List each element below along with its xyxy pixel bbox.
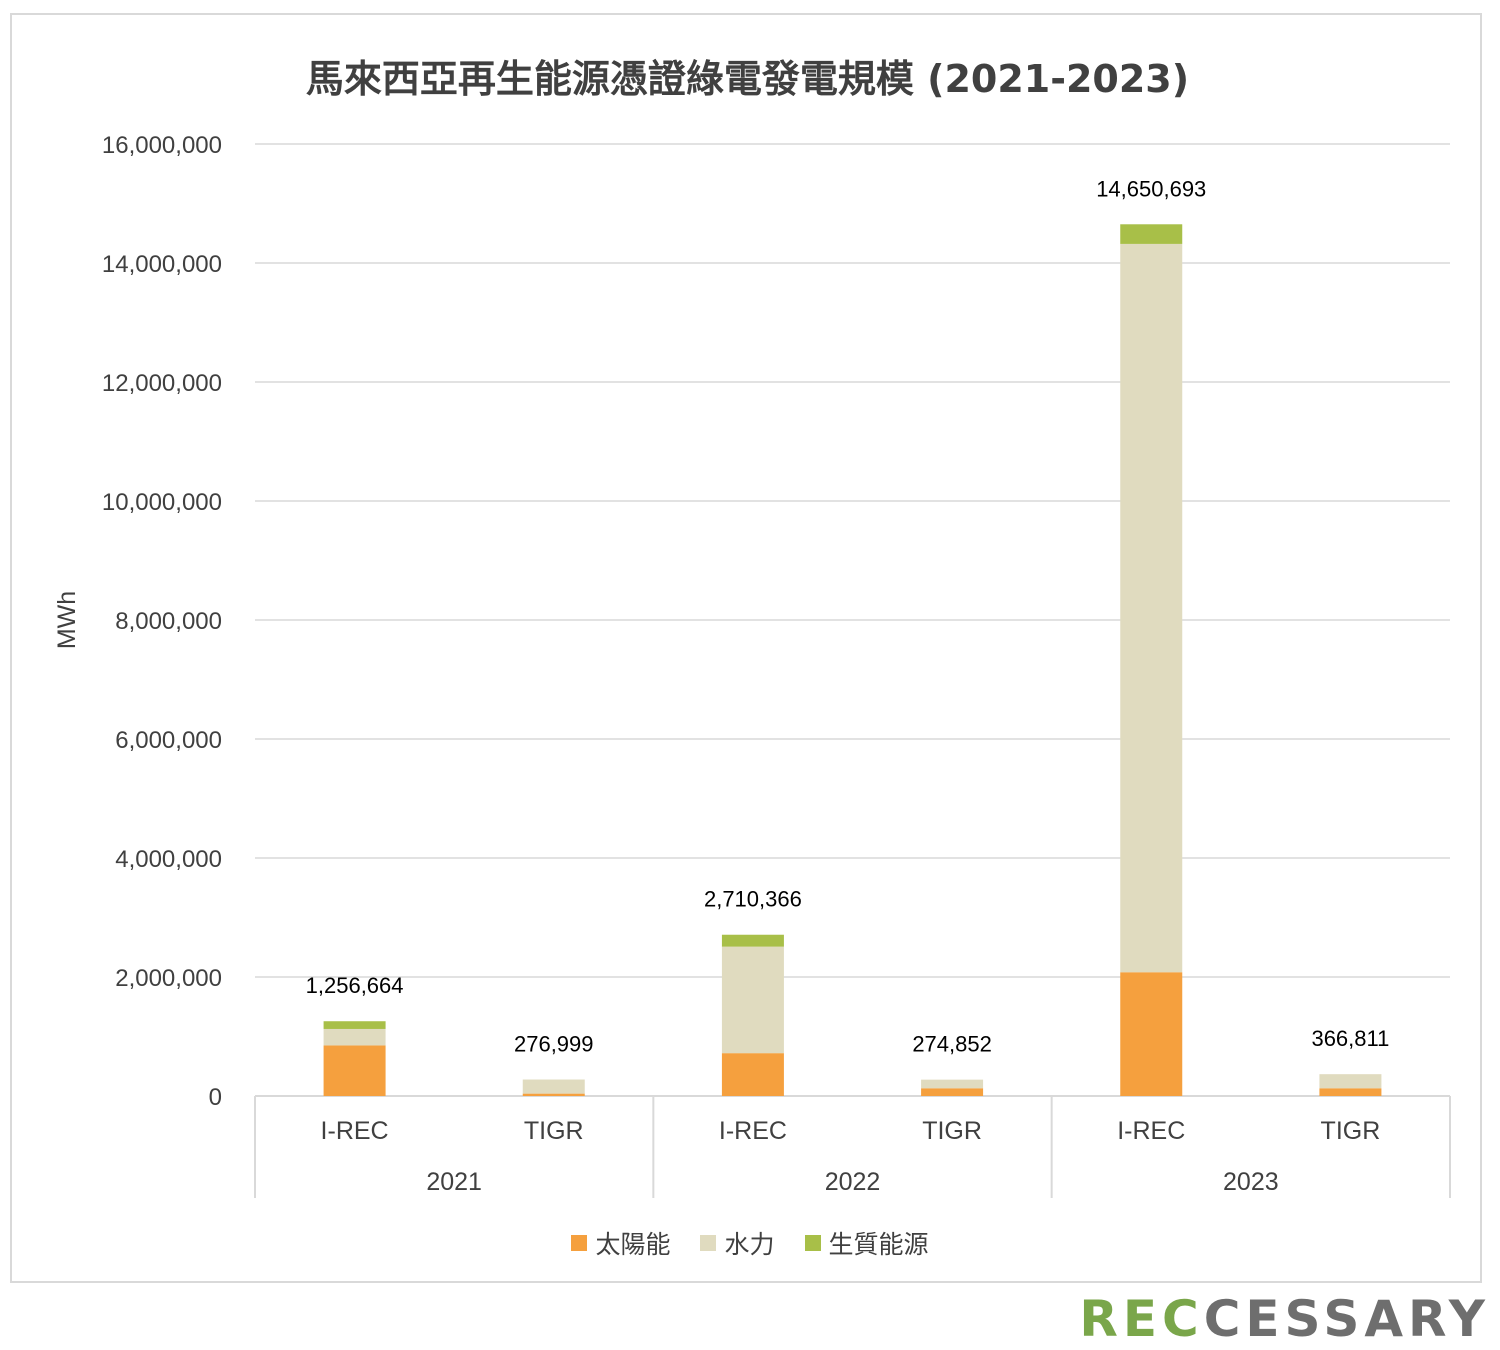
y-tick-label: 0 bbox=[209, 1084, 222, 1111]
x-category-label: I-REC bbox=[321, 1117, 389, 1145]
bar-segment bbox=[721, 946, 784, 1054]
legend: 太陽能 水力 生質能源 bbox=[0, 1225, 1500, 1261]
bar-segment bbox=[323, 1028, 386, 1046]
y-tick-label: 4,000,000 bbox=[115, 846, 222, 873]
x-group-label: 2023 bbox=[1223, 1168, 1279, 1196]
legend-swatch bbox=[700, 1235, 717, 1251]
chart-title: 馬來西亞再生能源憑證綠電發電規模 (2021-2023) bbox=[305, 57, 1190, 101]
brand-logo-part2: CESSARY bbox=[1203, 1290, 1490, 1348]
bar-segment bbox=[1319, 1074, 1382, 1089]
brand-logo: RECCESSARY bbox=[1079, 1290, 1490, 1348]
bar-segment bbox=[921, 1088, 984, 1096]
bar-segment bbox=[522, 1093, 585, 1096]
x-group-label: 2022 bbox=[825, 1168, 881, 1196]
bar-segment bbox=[721, 1053, 784, 1096]
bar-segment bbox=[522, 1079, 585, 1094]
data-label: 2,710,366 bbox=[704, 887, 802, 912]
brand-logo-part1: REC bbox=[1079, 1290, 1204, 1348]
legend-label: 生質能源 bbox=[828, 1230, 929, 1259]
legend-swatch bbox=[571, 1235, 588, 1251]
y-tick-label: 8,000,000 bbox=[115, 608, 222, 635]
y-tick-label: 10,000,000 bbox=[102, 489, 222, 516]
y-tick-label: 6,000,000 bbox=[115, 727, 222, 754]
bar-segment bbox=[921, 1079, 984, 1089]
y-tick-label: 2,000,000 bbox=[115, 965, 222, 992]
bar-segment bbox=[1120, 224, 1183, 244]
data-label: 366,811 bbox=[1311, 1026, 1389, 1051]
bar-segment bbox=[1120, 972, 1183, 1096]
x-group-label: 2021 bbox=[426, 1168, 482, 1196]
data-label: 276,999 bbox=[514, 1032, 594, 1057]
x-category-label: I-REC bbox=[1117, 1117, 1185, 1145]
bar-segment bbox=[1319, 1088, 1382, 1096]
legend-item: 生質能源 bbox=[804, 1225, 929, 1261]
x-category-label: I-REC bbox=[719, 1117, 787, 1145]
bar-segment bbox=[323, 1045, 386, 1096]
data-label: 14,650,693 bbox=[1096, 176, 1206, 201]
data-label: 274,852 bbox=[912, 1032, 992, 1057]
data-label: 1,256,664 bbox=[306, 973, 404, 998]
y-axis-label: MWh bbox=[53, 591, 81, 649]
y-tick-label: 16,000,000 bbox=[102, 132, 222, 159]
y-tick-label: 14,000,000 bbox=[102, 251, 222, 278]
legend-swatch bbox=[804, 1235, 821, 1251]
bar-segment bbox=[721, 934, 784, 947]
legend-item: 太陽能 bbox=[571, 1225, 670, 1261]
y-tick-label: 12,000,000 bbox=[102, 370, 222, 397]
bar-segment bbox=[323, 1021, 386, 1029]
bar-segment bbox=[1120, 243, 1183, 973]
x-category-label: TIGR bbox=[1321, 1117, 1381, 1145]
legend-item: 水力 bbox=[700, 1225, 775, 1261]
legend-label: 水力 bbox=[724, 1230, 775, 1259]
x-category-label: TIGR bbox=[922, 1117, 982, 1145]
x-category-label: TIGR bbox=[524, 1117, 584, 1145]
legend-label: 太陽能 bbox=[595, 1230, 671, 1259]
